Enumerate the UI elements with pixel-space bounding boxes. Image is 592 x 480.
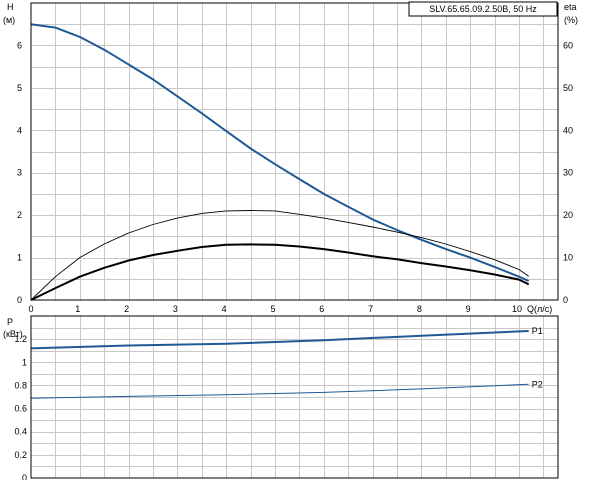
x-tick-label: 3 xyxy=(173,304,178,314)
p-axis-unit: (кВт) xyxy=(3,329,23,339)
p-tick-label: 0.2 xyxy=(14,450,27,460)
y-left-unit: (м) xyxy=(3,15,15,25)
x-tick-label: 9 xyxy=(466,304,471,314)
bottom-plot-frame xyxy=(30,315,559,479)
x-tick-label: 7 xyxy=(368,304,373,314)
x-tick-label: 10 xyxy=(512,304,522,314)
y-right-tick-label: 30 xyxy=(563,168,573,178)
y-left-tick-label: 0 xyxy=(17,295,22,305)
y-right-tick-label: 20 xyxy=(563,210,573,220)
x-tick-label: 0 xyxy=(28,304,33,314)
bottom-chart-grid xyxy=(31,316,558,478)
y-left-tick-label: 5 xyxy=(17,83,22,93)
x-tick-label: 4 xyxy=(222,304,227,314)
series-line-eta xyxy=(30,210,529,301)
p-tick-label: 1 xyxy=(22,357,27,367)
p-tick-label: 1.2 xyxy=(14,334,27,344)
x-tick-label: 5 xyxy=(270,304,275,314)
y-right-tick-label: 40 xyxy=(563,125,573,135)
y-right-tick-label: 60 xyxy=(563,40,573,50)
x-tick-label: 8 xyxy=(417,304,422,314)
y-right-tick-label: 0 xyxy=(563,295,568,305)
bottom-chart-series: P1 P2 xyxy=(30,326,543,399)
y-right-tick-label: 10 xyxy=(563,253,573,263)
series-line-P2 xyxy=(30,383,529,399)
y-left-tick-label: 4 xyxy=(17,125,22,135)
p-tick-label: 0.6 xyxy=(14,404,27,414)
y-right-label: eta xyxy=(564,2,577,12)
x-axis-unit: Q(л/с) xyxy=(527,304,552,314)
series-line-H xyxy=(30,23,530,282)
series-line-eta2 xyxy=(30,243,530,301)
y-right-tick-label: 50 xyxy=(563,83,573,93)
p-axis-label: P xyxy=(7,317,13,327)
top-chart-series xyxy=(30,23,530,301)
p-tick-label: 0 xyxy=(22,473,27,480)
x-tick-label: 1 xyxy=(75,304,80,314)
y-right-unit: (%) xyxy=(564,15,578,25)
tick-labels: 0 1 2 3 4 5 6 7 8 9 100123456010203040506000.20.40… xyxy=(14,40,573,480)
y-left-tick-label: 2 xyxy=(17,210,22,220)
series-line-P1 xyxy=(30,330,529,350)
p-tick-label: 0.4 xyxy=(14,427,27,437)
x-tick-label: 2 xyxy=(124,304,129,314)
title-box xyxy=(408,1,558,17)
y-left-tick-label: 1 xyxy=(17,253,22,263)
series-label-P1: P1 xyxy=(532,326,543,336)
p-tick-label: 0.8 xyxy=(14,380,27,390)
chart-title: SLV.65.65.09.2.50B, 50 Hz xyxy=(429,4,537,14)
top-plot-frame xyxy=(30,2,559,301)
y-left-label: H xyxy=(7,2,14,12)
y-left-tick-label: 6 xyxy=(17,40,22,50)
series-label-P2: P2 xyxy=(532,379,543,389)
x-tick-label: 6 xyxy=(319,304,324,314)
y-left-tick-label: 3 xyxy=(17,168,22,178)
top-chart-grid xyxy=(31,3,558,300)
